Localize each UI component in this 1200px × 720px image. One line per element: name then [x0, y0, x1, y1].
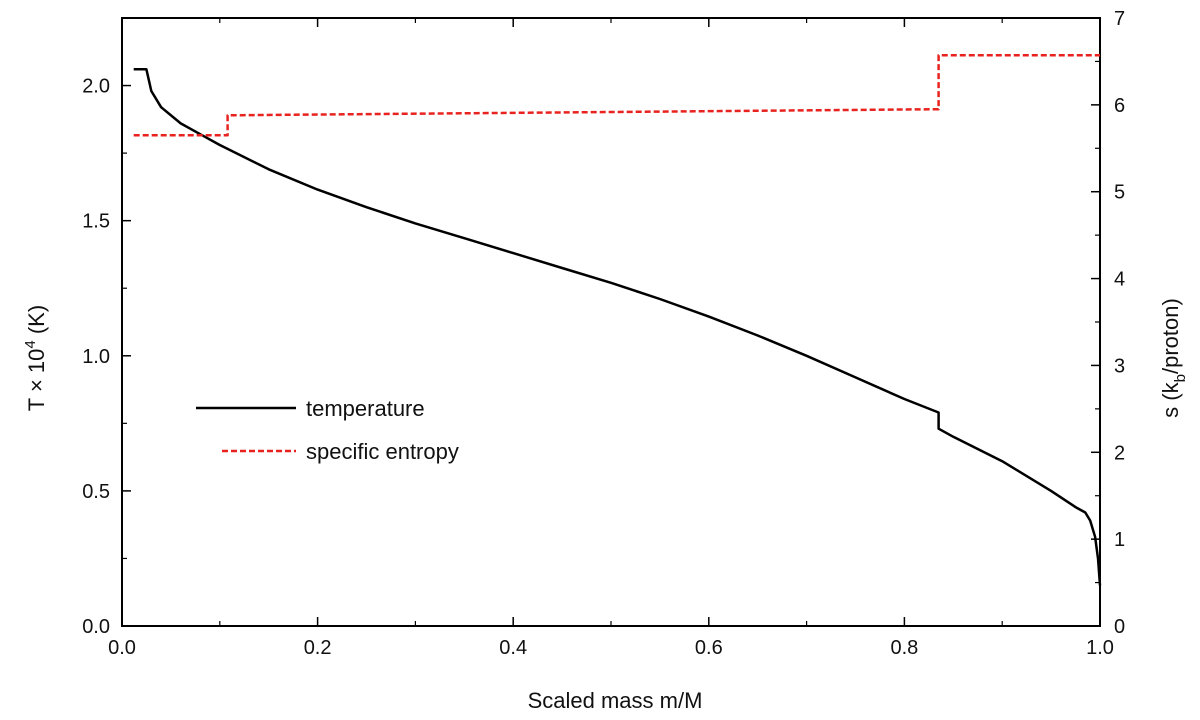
- x-tick-label: 0.0: [108, 637, 136, 659]
- y-left-title-main: T × 10: [24, 349, 49, 412]
- x-axis-title: Scaled mass m/M: [528, 688, 703, 713]
- legend-label-entropy: specific entropy: [306, 439, 459, 464]
- x-tick-label: 0.2: [304, 637, 332, 659]
- x-tick-label: 0.8: [890, 637, 918, 659]
- y-right-title-post: /proton): [1158, 298, 1183, 374]
- y-right-title-sub: b: [1172, 374, 1189, 382]
- y-left-tick-label: 0.5: [82, 481, 110, 503]
- y-left-title-sup: 4: [22, 340, 39, 348]
- y-left-title-unit: (K): [24, 305, 49, 340]
- x-tick-label: 1.0: [1086, 637, 1114, 659]
- y-right-tick-label: 0: [1114, 616, 1125, 638]
- plot-frame: [121, 17, 1101, 627]
- series-line-specific-entropy: [133, 54, 1100, 137]
- y-left-tick-label: 0.0: [82, 616, 110, 638]
- y-axis-right: 0 1 2 3 4 5 6 7: [1091, 8, 1125, 638]
- y-axis-left-title: T × 104 (K): [22, 305, 49, 411]
- x-tick-label: 0.4: [499, 637, 527, 659]
- plot-area: [121, 17, 1101, 627]
- y-left-tick-label: 1.0: [82, 346, 110, 368]
- y-right-tick-label: 2: [1114, 442, 1125, 464]
- legend: temperature specific entropy: [196, 396, 459, 464]
- y-axis-left: 0.0 0.5 1.0 1.5 2.0: [82, 76, 131, 638]
- series-line-temperature: [133, 68, 1102, 586]
- y-left-tick-label: 1.5: [82, 211, 110, 233]
- y-left-tick-label: 2.0: [82, 76, 110, 98]
- y-axis-right-title: s (kb/proton): [1158, 298, 1189, 418]
- y-right-tick-label: 1: [1114, 529, 1125, 551]
- series-layer: [133, 54, 1102, 586]
- y-right-title-pre: s (k: [1158, 381, 1183, 417]
- y-right-tick-label: 6: [1114, 95, 1125, 117]
- x-axis: 0.0 0.2 0.4 0.6 0.8 1.0: [108, 18, 1114, 659]
- y-right-tick-label: 4: [1114, 269, 1125, 291]
- legend-label-temperature: temperature: [306, 396, 425, 421]
- x-tick-label: 0.6: [695, 637, 723, 659]
- y-right-tick-label: 5: [1114, 182, 1125, 204]
- y-right-tick-label: 3: [1114, 355, 1125, 377]
- y-right-tick-label: 7: [1114, 8, 1125, 30]
